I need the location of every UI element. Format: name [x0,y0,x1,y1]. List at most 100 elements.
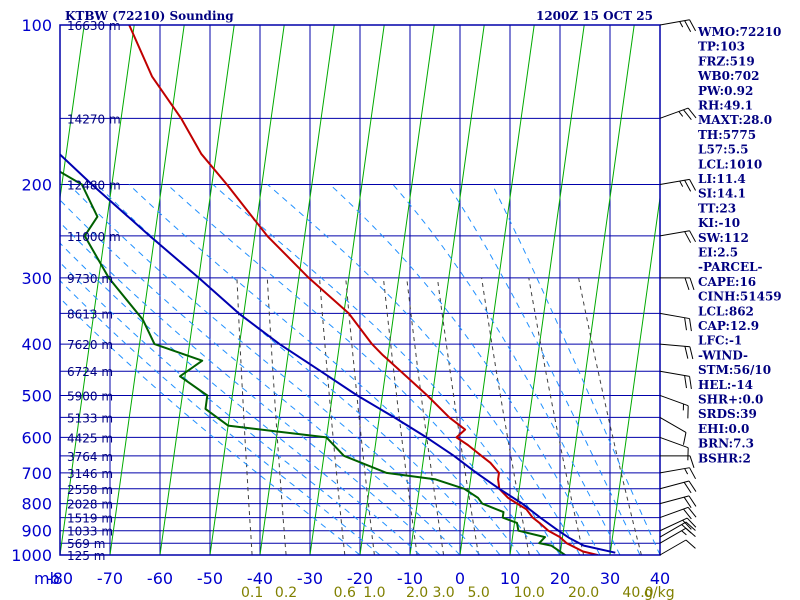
wind-barb [659,480,697,494]
isotherm-line [259,25,335,555]
isotherm-line [60,25,135,555]
wind-barb-flag [681,524,692,534]
wind-barb-flag [683,508,692,520]
wind-barb [659,539,696,556]
wind-barb-flag [689,277,695,291]
wind-barb-half-flag [681,530,687,536]
wind-barb-flag [684,317,687,331]
wind-barb-staff [659,539,687,556]
isotherm-line [609,194,660,555]
wind-barb-flag [687,507,697,518]
wind-barb-half-flag [679,180,684,187]
sounding-index-label: PW:0.92 [698,84,753,98]
sounding-index-label: -PARCEL- [698,260,763,274]
moist-adiabat-line [392,184,621,555]
height-tick-label: 2558 m [67,483,113,497]
moist-adiabat-line [60,221,441,555]
sounding-index-label: LCL:1010 [698,157,762,171]
wind-barb-flag [682,519,692,530]
wind-barb [659,178,697,192]
wind-barb-half-flag [684,468,689,475]
wind-barb-half-flag [678,111,684,117]
sounding-index-label: RH:49.1 [698,99,753,113]
wind-barb-flag [688,480,697,492]
sounding-index-label: SW:112 [698,231,749,245]
sounding-index-label: LI:11.4 [698,172,746,186]
temperature-tick-label: 20 [550,569,570,588]
wind-barb [659,394,689,419]
sounding-index-label: -WIND- [698,348,748,362]
height-tick-label: 1033 m [67,525,113,539]
wind-barb [659,495,697,508]
mixing-ratio-line [319,277,346,555]
wind-barb-flag [685,539,696,549]
wind-barb-flag [683,496,692,508]
wind-barb-flag [684,277,690,291]
moist-adiabat-line [212,184,561,555]
height-tick-label: 16630 m [67,19,121,33]
moist-adiabat-line [60,280,381,555]
wind-barb-flag [682,432,687,445]
sounding-index-label: TT:23 [698,201,736,215]
plot-frame [59,24,661,556]
wind-barb-flag [684,231,692,243]
isotherm-line [60,25,85,202]
wind-barb-flag [684,346,689,359]
height-tick-label: 8613 m [67,307,113,321]
height-tick-label: 3146 m [67,467,113,481]
wind-barb [659,107,697,120]
temperature-tick-label: -80 [47,569,73,588]
index-list: WMO:72210TP:103FRZ:519WB0:702PW:0.92RH:4… [697,25,782,465]
sounding-index-label: SHR+:0.0 [698,393,763,407]
wind-barb [659,467,697,480]
wind-barb [659,312,692,332]
pressure-unit-label: mb [34,569,60,588]
sounding-index-label: SRDS:39 [698,407,757,421]
height-tick-label: 14270 m [67,112,121,126]
mixing-ratio-tick-label: 1.0 [363,585,385,600]
moist-adiabat-line [128,184,521,555]
pressure-tick-label: 100 [21,16,52,35]
temperature-tick-label: 40 [650,569,670,588]
mixing-ratio-line [382,277,418,555]
height-tick-label: 6724 m [67,365,113,379]
moist-adiabat-line [267,184,581,555]
wind-barb [659,517,697,532]
height-tick-label: 2028 m [67,498,113,512]
temperature-tick-label: 30 [600,569,620,588]
wind-barb-flag [683,482,692,494]
wind-barb-flag [685,521,696,531]
moist-adiabat-line [60,297,361,555]
wind-barb-flag [689,230,697,243]
sounding-index-label: FRZ:519 [698,54,755,68]
wind-barb [659,230,697,243]
temperature-tick-label: -20 [347,569,373,588]
sounding-index-label: TH:5775 [698,128,756,142]
pressure-tick-label: 600 [21,428,52,447]
isotherm-line [559,25,635,555]
mixing-ratio-tick-label: 3.0 [432,585,454,600]
moist-adiabat-line [491,184,660,555]
wind-barb [660,455,695,469]
wind-barb [660,277,695,291]
wind-barb [659,370,692,389]
mixing-ratio-unit-label: g/kg [644,585,675,600]
sounding-index-label: BRN:7.3 [698,437,754,451]
sounding-index-label: CAP:12.9 [698,319,759,333]
wind-barb [659,436,689,461]
wind-barb [659,343,694,360]
height-tick-label: 4425 m [67,431,113,445]
wind-barb-flag [689,455,695,469]
sounding-index-label: MAXT:28.0 [698,113,772,127]
mixing-ratio-line [236,277,253,555]
wind-barb-flag [688,495,697,507]
sounding-index-label: LFC:-1 [698,334,742,348]
wind-barb-flag [689,318,692,332]
sounding-index-label: STM:56/10 [698,363,771,377]
mixing-ratio-line [406,277,445,555]
wind-barb-flag [684,375,687,389]
moist-adiabat-line [329,184,601,555]
sounding-index-label: CAPE:16 [698,275,756,289]
